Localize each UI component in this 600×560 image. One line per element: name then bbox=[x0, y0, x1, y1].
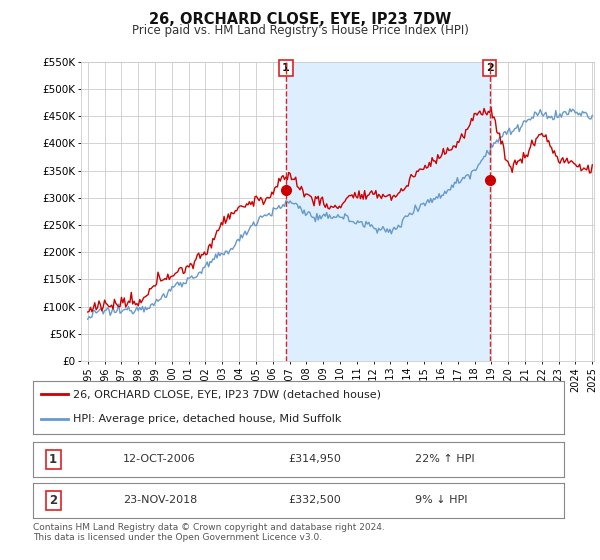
Text: 2: 2 bbox=[486, 63, 494, 73]
Text: 12-OCT-2006: 12-OCT-2006 bbox=[123, 455, 196, 464]
Text: 1: 1 bbox=[49, 453, 57, 466]
Text: Contains HM Land Registry data © Crown copyright and database right 2024.
This d: Contains HM Land Registry data © Crown c… bbox=[33, 523, 385, 543]
Text: 23-NOV-2018: 23-NOV-2018 bbox=[123, 496, 197, 505]
Text: 22% ↑ HPI: 22% ↑ HPI bbox=[415, 455, 475, 464]
Text: HPI: Average price, detached house, Mid Suffolk: HPI: Average price, detached house, Mid … bbox=[73, 414, 341, 424]
Text: £332,500: £332,500 bbox=[288, 496, 341, 505]
Text: £314,950: £314,950 bbox=[288, 455, 341, 464]
Text: 26, ORCHARD CLOSE, EYE, IP23 7DW: 26, ORCHARD CLOSE, EYE, IP23 7DW bbox=[149, 12, 451, 27]
Text: 26, ORCHARD CLOSE, EYE, IP23 7DW (detached house): 26, ORCHARD CLOSE, EYE, IP23 7DW (detach… bbox=[73, 389, 381, 399]
Text: Price paid vs. HM Land Registry's House Price Index (HPI): Price paid vs. HM Land Registry's House … bbox=[131, 24, 469, 37]
Text: 2: 2 bbox=[49, 494, 57, 507]
Bar bbox=[286, 62, 490, 361]
Text: 1: 1 bbox=[282, 63, 290, 73]
Text: 9% ↓ HPI: 9% ↓ HPI bbox=[415, 496, 468, 505]
